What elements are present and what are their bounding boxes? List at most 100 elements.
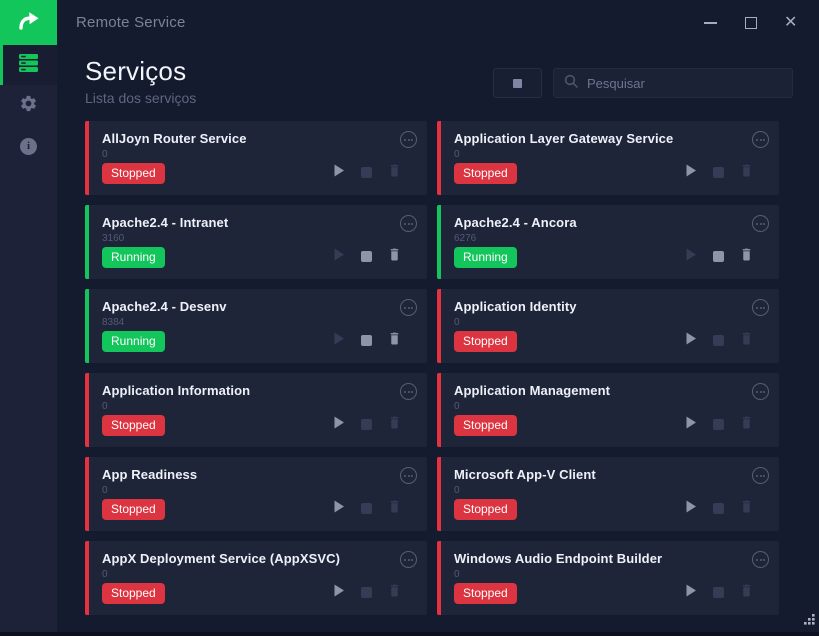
page-header: Serviços Lista dos serviços — [85, 56, 196, 106]
service-pid: 0 — [102, 569, 108, 580]
play-icon — [333, 416, 345, 434]
stop-icon — [361, 419, 372, 430]
trash-icon — [388, 247, 401, 266]
service-actions — [333, 499, 401, 518]
more-options-icon[interactable] — [400, 551, 417, 568]
more-options-icon[interactable] — [752, 383, 769, 400]
resize-grip[interactable] — [802, 612, 816, 631]
delete-service-button[interactable] — [740, 331, 753, 350]
start-service-button[interactable] — [685, 500, 697, 518]
delete-service-button[interactable] — [388, 499, 401, 518]
stop-service-button[interactable] — [713, 335, 724, 346]
stop-service-button[interactable] — [713, 167, 724, 178]
forward-arrow-icon — [16, 10, 42, 36]
trash-icon — [740, 583, 753, 602]
info-icon: i — [20, 137, 37, 155]
service-name: App Readiness — [102, 467, 198, 482]
service-name: Windows Audio Endpoint Builder — [454, 551, 663, 566]
stop-service-button[interactable] — [361, 503, 372, 514]
delete-service-button[interactable] — [740, 415, 753, 434]
more-options-icon[interactable] — [752, 215, 769, 232]
stop-icon — [361, 503, 372, 514]
play-icon — [333, 248, 345, 266]
stop-all-button[interactable] — [493, 68, 542, 98]
delete-service-button[interactable] — [388, 331, 401, 350]
stop-service-button[interactable] — [361, 587, 372, 598]
service-card: Windows Audio Endpoint Builder 0 Stopped — [437, 541, 779, 615]
start-service-button[interactable] — [333, 248, 345, 266]
more-options-icon[interactable] — [400, 383, 417, 400]
service-actions — [685, 163, 753, 182]
more-options-icon[interactable] — [752, 131, 769, 148]
stop-icon — [713, 419, 724, 430]
delete-service-button[interactable] — [388, 415, 401, 434]
trash-icon — [740, 415, 753, 434]
server-stack-icon — [19, 53, 38, 77]
status-badge: Stopped — [454, 499, 517, 520]
more-options-icon[interactable] — [752, 551, 769, 568]
start-service-button[interactable] — [685, 416, 697, 434]
stop-service-button[interactable] — [361, 335, 372, 346]
search-input[interactable] — [587, 75, 782, 91]
sidebar-item-about[interactable]: i — [0, 126, 57, 166]
window-title: Remote Service — [76, 14, 186, 31]
play-icon — [333, 164, 345, 182]
titlebar[interactable]: Remote Service ✕ — [0, 0, 819, 45]
more-options-icon[interactable] — [400, 299, 417, 316]
start-service-button[interactable] — [685, 584, 697, 602]
search-icon — [564, 74, 578, 93]
service-name: AllJoyn Router Service — [102, 131, 247, 146]
delete-service-button[interactable] — [740, 499, 753, 518]
start-service-button[interactable] — [685, 332, 697, 350]
service-actions — [685, 583, 753, 602]
stop-service-button[interactable] — [361, 167, 372, 178]
stop-service-button[interactable] — [361, 251, 372, 262]
service-pid: 0 — [102, 149, 108, 160]
minimize-icon[interactable] — [704, 16, 717, 29]
status-badge: Stopped — [454, 163, 517, 184]
stop-service-button[interactable] — [713, 503, 724, 514]
more-options-icon[interactable] — [400, 215, 417, 232]
status-badge: Running — [102, 331, 165, 352]
close-icon[interactable]: ✕ — [784, 14, 798, 31]
play-icon — [333, 500, 345, 518]
sidebar-item-settings[interactable] — [0, 86, 57, 126]
maximize-icon[interactable] — [744, 16, 757, 29]
start-service-button[interactable] — [333, 164, 345, 182]
trash-icon — [388, 583, 401, 602]
services-grid: AllJoyn Router Service 0 Stopped — [85, 121, 779, 615]
delete-service-button[interactable] — [388, 163, 401, 182]
trash-icon — [388, 331, 401, 350]
stop-icon — [361, 167, 372, 178]
delete-service-button[interactable] — [740, 163, 753, 182]
sidebar-item-services[interactable] — [0, 45, 57, 85]
delete-service-button[interactable] — [740, 247, 753, 266]
start-service-button[interactable] — [333, 416, 345, 434]
status-badge: Running — [102, 247, 165, 268]
trash-icon — [740, 331, 753, 350]
delete-service-button[interactable] — [388, 247, 401, 266]
more-options-icon[interactable] — [400, 467, 417, 484]
more-options-icon[interactable] — [752, 299, 769, 316]
delete-service-button[interactable] — [388, 583, 401, 602]
service-card: Apache2.4 - Desenv 8384 Running — [85, 289, 427, 363]
stop-icon — [713, 587, 724, 598]
more-options-icon[interactable] — [752, 467, 769, 484]
stop-service-button[interactable] — [713, 587, 724, 598]
service-actions — [685, 415, 753, 434]
status-badge: Stopped — [454, 331, 517, 352]
start-service-button[interactable] — [333, 332, 345, 350]
stop-service-button[interactable] — [713, 419, 724, 430]
stop-service-button[interactable] — [361, 419, 372, 430]
service-name: Application Management — [454, 383, 611, 398]
stop-service-button[interactable] — [713, 251, 724, 262]
service-name: Application Information — [102, 383, 251, 398]
start-service-button[interactable] — [333, 500, 345, 518]
start-service-button[interactable] — [685, 164, 697, 182]
service-pid: 0 — [102, 485, 108, 496]
start-service-button[interactable] — [685, 248, 697, 266]
start-service-button[interactable] — [333, 584, 345, 602]
more-options-icon[interactable] — [400, 131, 417, 148]
service-card: Microsoft App-V Client 0 Stopped — [437, 457, 779, 531]
delete-service-button[interactable] — [740, 583, 753, 602]
